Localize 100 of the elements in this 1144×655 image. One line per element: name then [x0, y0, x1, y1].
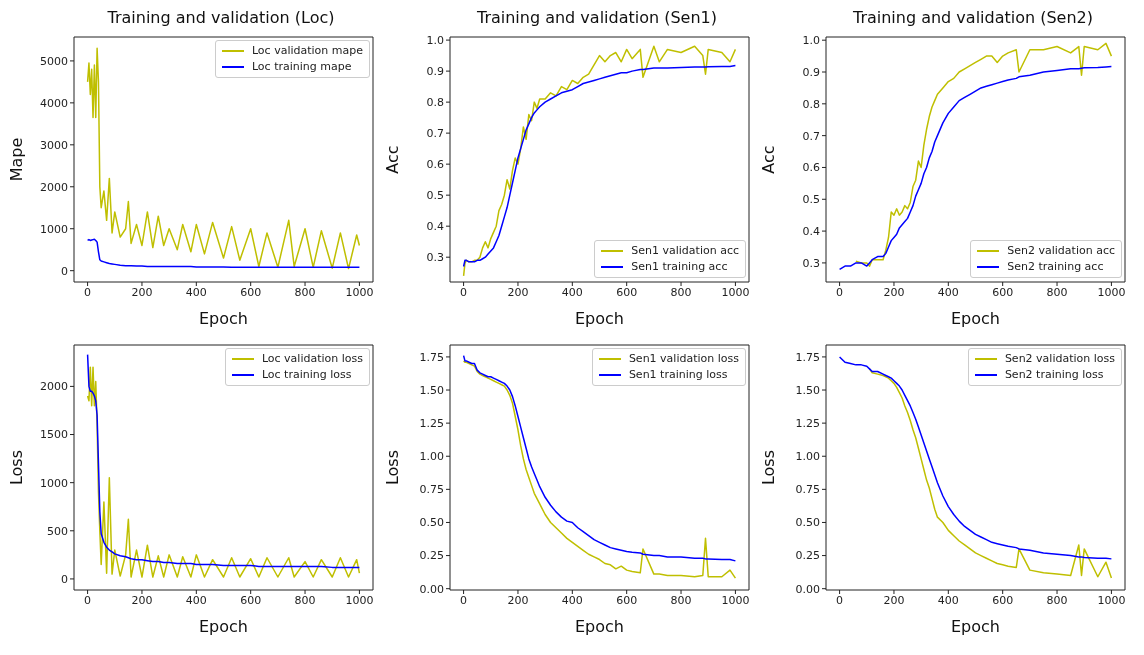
x-tick-label: 200 [883, 285, 905, 299]
x-tick-label: 600 [992, 285, 1014, 299]
line-series [838, 65, 1113, 271]
x-tick-label: 200 [507, 285, 529, 299]
y-tick-label: 0.3 [802, 256, 820, 270]
x-tick-label: 0 [836, 285, 844, 299]
y-tick-label: 0 [61, 264, 68, 278]
x-tick-label: 200 [507, 593, 529, 607]
y-tick-label: 0.5 [802, 193, 820, 207]
y-tick-label: 1.75 [795, 350, 820, 364]
x-tick-label: 200 [131, 285, 153, 299]
y-tick-label: 1500 [40, 428, 68, 442]
x-tick-label: 800 [1046, 285, 1068, 299]
chart-title: Training and validation (Loc) [106, 8, 336, 29]
y-tick-label: 0 [61, 572, 68, 586]
y-tick-label: 2000 [40, 380, 68, 394]
y-tick-label: 0.75 [795, 483, 820, 497]
x-tick-label: 600 [240, 593, 262, 607]
y-tick-label: 0.9 [426, 65, 444, 79]
x-tick-label: 400 [937, 285, 959, 299]
x-tick-label: 400 [561, 593, 583, 607]
x-axis-title: Epoch [575, 309, 624, 328]
x-tick-label: 600 [240, 285, 262, 299]
x-axis-title: Epoch [951, 309, 1000, 328]
y-tick-label: 0.00 [795, 582, 820, 596]
x-tick-label: 600 [992, 593, 1014, 607]
y-tick-label: 1.00 [795, 450, 820, 464]
y-tick-label: 0.7 [426, 127, 444, 141]
x-tick-label: 600 [616, 593, 638, 607]
x-tick-label: 1000 [345, 593, 374, 607]
y-tick-label: 1000 [40, 476, 68, 490]
x-axis-title: Epoch [575, 617, 624, 636]
x-tick-label: 800 [294, 593, 316, 607]
y-tick-label: 0.75 [419, 483, 444, 497]
x-tick-label: 400 [937, 593, 959, 607]
y-axis-title: Acc [382, 145, 402, 174]
y-tick-label: 0.3 [426, 251, 444, 265]
y-tick-label: 0.50 [795, 516, 820, 530]
y-tick-label: 0.7 [802, 129, 820, 143]
y-tick-label: 0.50 [419, 516, 444, 530]
chart-title: Training and validation (Sen2) [851, 8, 1095, 29]
y-axis-title: Loss [758, 449, 778, 486]
y-tick-label: 1.00 [419, 450, 444, 464]
line-series [868, 368, 1113, 579]
y-tick-label: 0.4 [802, 225, 820, 238]
y-axis-title: Loss [6, 449, 26, 486]
y-tick-label: 0.8 [426, 96, 444, 110]
legend-label: Loc training loss [261, 367, 352, 383]
line-series [86, 47, 361, 270]
x-tick-label: 0 [836, 593, 844, 607]
legend-label: Loc validation mape [251, 43, 363, 59]
x-tick-label: 800 [670, 593, 692, 607]
x-tick-label: 800 [1046, 593, 1068, 607]
line-series [86, 238, 361, 269]
y-tick-label: 2000 [40, 180, 68, 194]
legend-label: Sen1 training loss [628, 367, 728, 383]
x-tick-label: 1000 [721, 285, 750, 299]
y-tick-label: 4000 [40, 96, 68, 110]
y-tick-label: 0.9 [802, 65, 820, 79]
y-tick-label: 0.5 [426, 189, 444, 203]
x-tick-label: 200 [131, 593, 153, 607]
x-tick-label: 0 [84, 593, 92, 607]
y-tick-label: 1.0 [802, 34, 820, 48]
legend-label: Sen2 validation loss [1004, 351, 1115, 367]
legend-label: Loc validation loss [261, 351, 363, 367]
x-tick-label: 0 [460, 285, 468, 299]
x-tick-label: 0 [84, 285, 92, 299]
x-tick-label: 800 [294, 285, 316, 299]
x-tick-label: 1000 [1097, 593, 1126, 607]
y-tick-label: 1.50 [419, 383, 444, 397]
legend-label: Sen1 training acc [631, 259, 728, 275]
y-tick-label: 1.75 [419, 350, 444, 364]
legend-label: Sen2 training loss [1004, 367, 1104, 383]
x-axis-title: Epoch [199, 309, 248, 328]
x-tick-label: 800 [670, 285, 692, 299]
y-tick-label: 1.25 [795, 417, 820, 431]
x-tick-label: 1000 [721, 593, 750, 607]
legend-label: Sen1 validation loss [628, 351, 739, 367]
y-tick-label: 0.6 [802, 161, 820, 175]
x-tick-label: 200 [883, 593, 905, 607]
y-tick-label: 3000 [40, 138, 68, 152]
y-axis-title: Acc [758, 145, 778, 174]
y-tick-label: 0.8 [802, 97, 820, 111]
legend-label: Sen2 training acc [1007, 259, 1104, 275]
y-tick-label: 1.0 [426, 34, 444, 48]
y-tick-label: 0.00 [419, 582, 444, 596]
x-axis-title: Epoch [951, 617, 1000, 636]
x-tick-label: 400 [185, 593, 207, 607]
x-tick-label: 600 [616, 285, 638, 299]
chart-title: Training and validation (Sen1) [475, 8, 719, 29]
y-tick-label: 0.4 [426, 220, 444, 234]
y-tick-label: 0.25 [419, 549, 444, 563]
y-tick-label: 0.6 [426, 158, 444, 172]
x-axis-title: Epoch [199, 617, 248, 636]
y-tick-label: 0.25 [795, 549, 820, 563]
x-tick-label: 1000 [345, 285, 374, 299]
line-series [838, 356, 1113, 560]
x-tick-label: 400 [185, 285, 207, 299]
y-tick-label: 1.25 [419, 417, 444, 431]
x-tick-label: 400 [561, 285, 583, 299]
